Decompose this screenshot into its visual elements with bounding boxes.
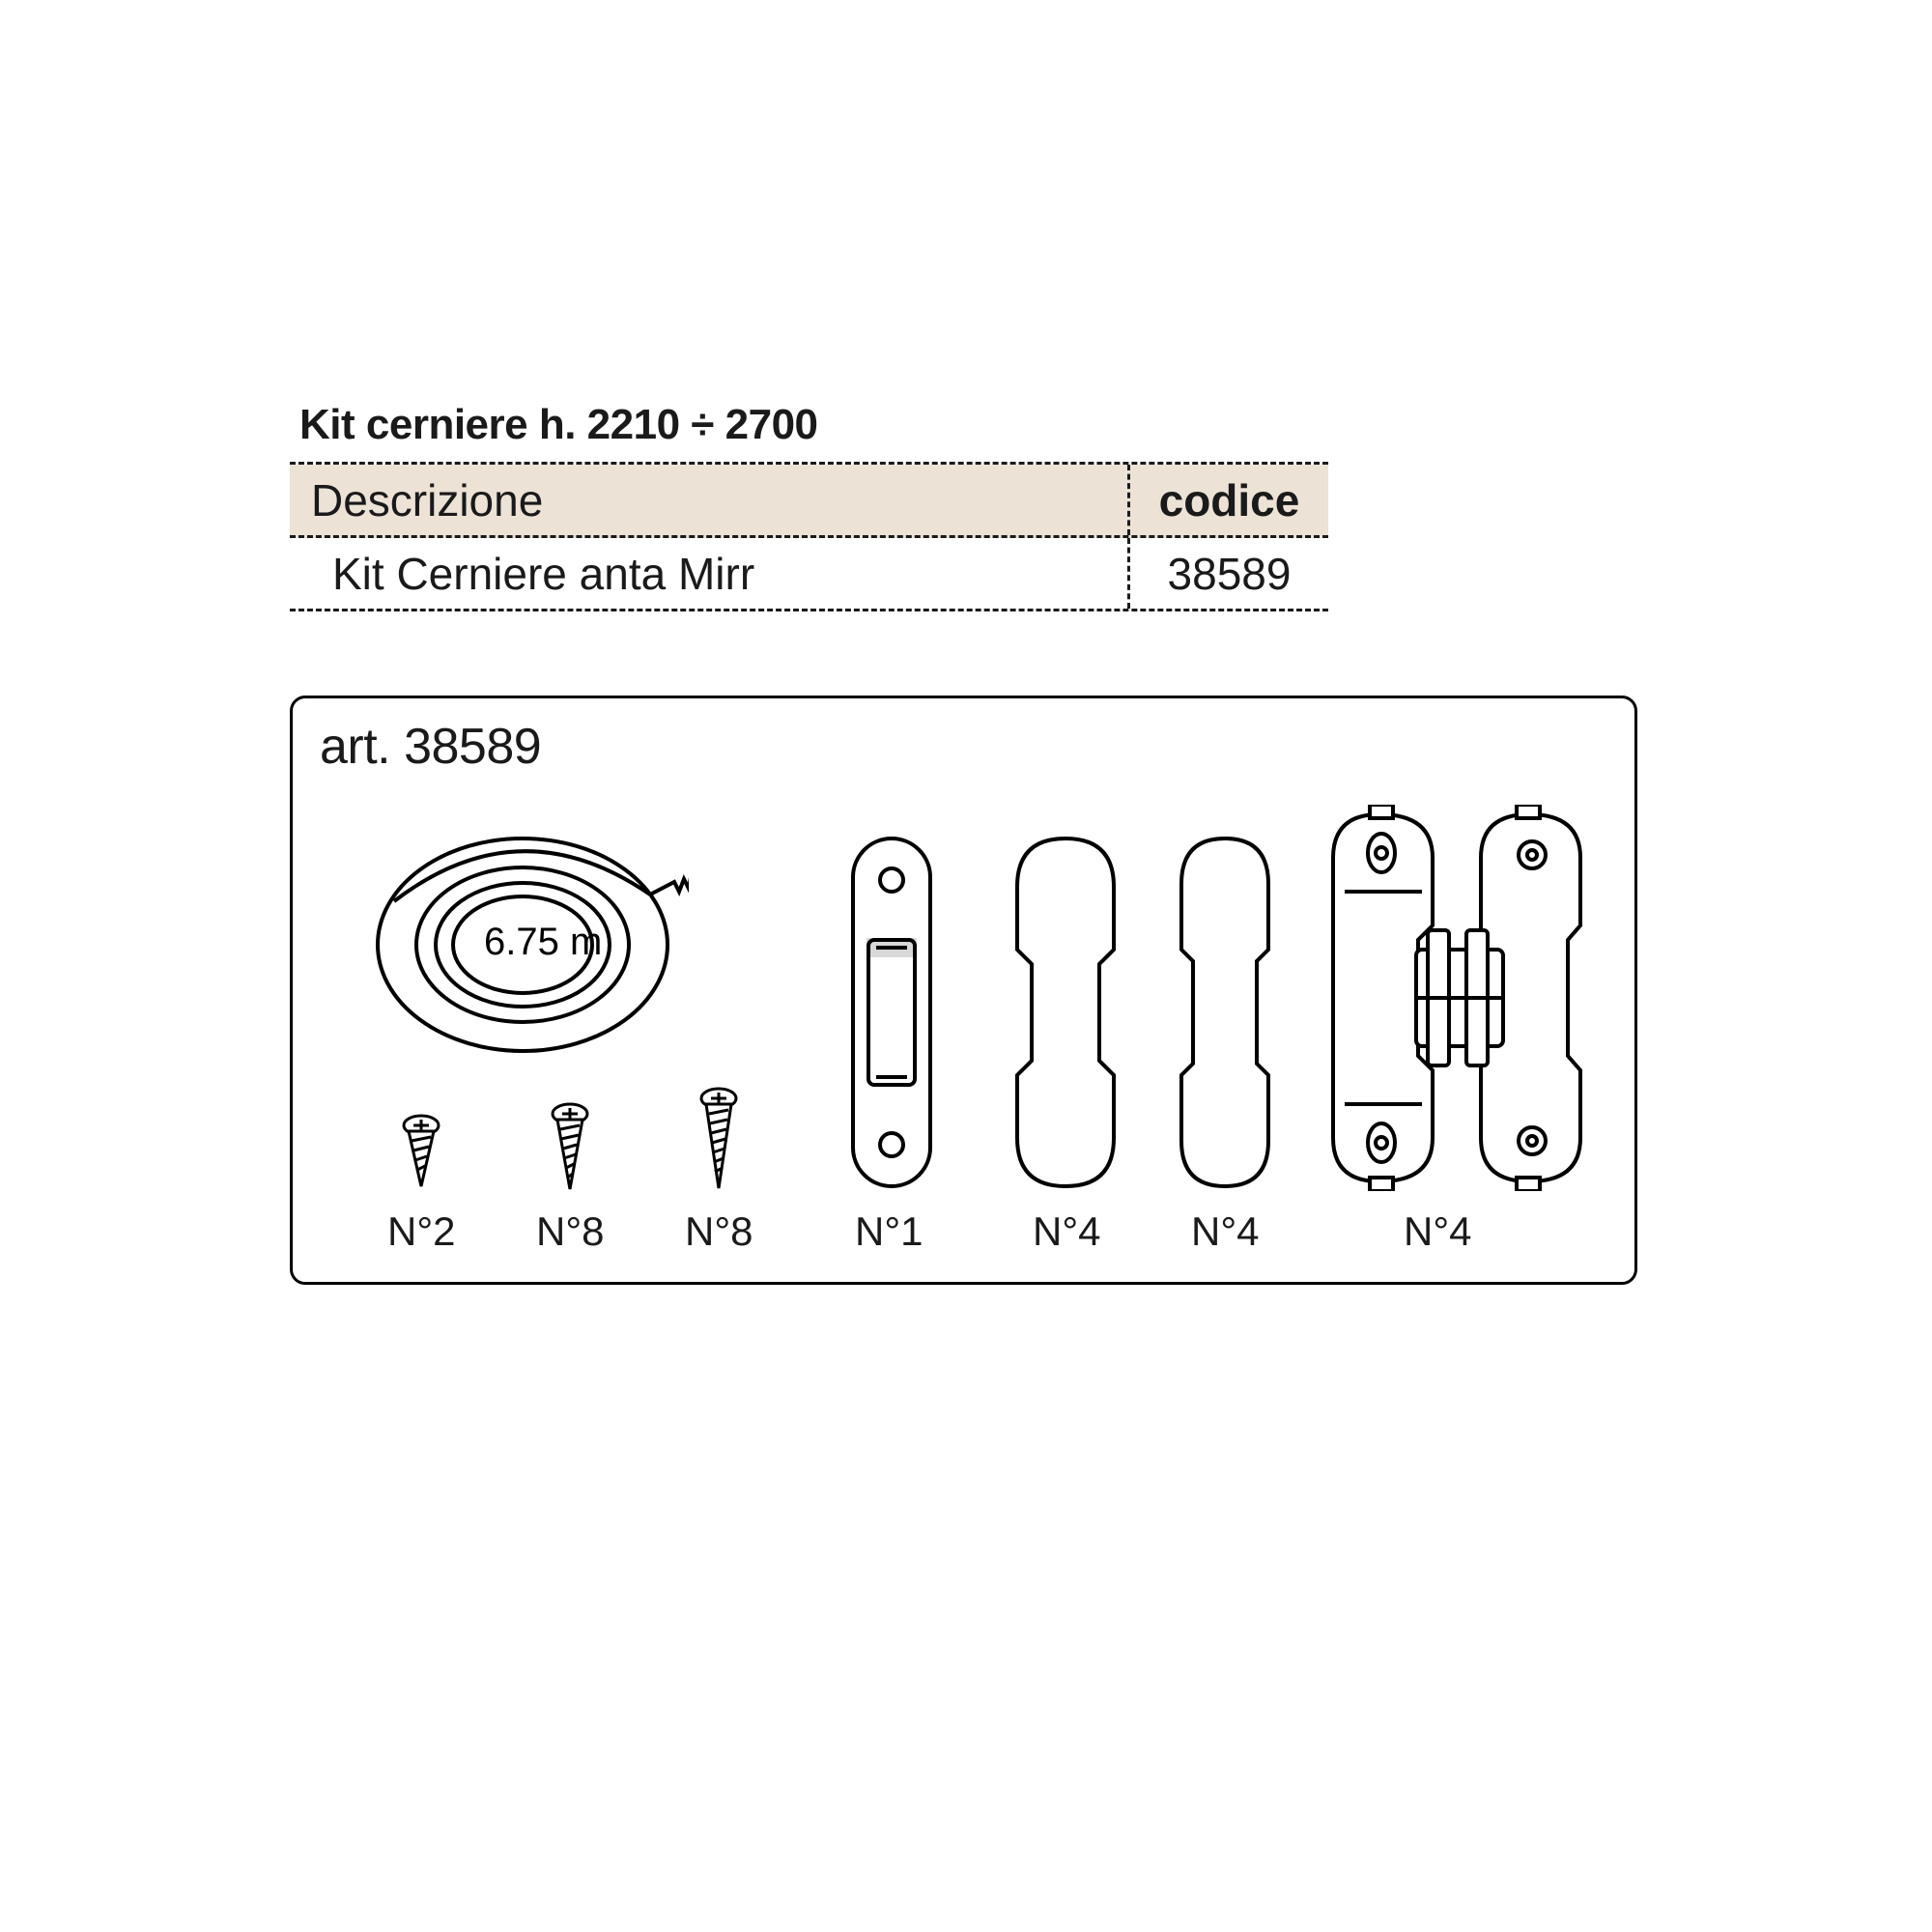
- qty-label: N°4: [1404, 1208, 1472, 1255]
- qty-label: N°4: [1033, 1208, 1101, 1255]
- screw-3-icon: [695, 1087, 743, 1193]
- screw-2-icon: [546, 1102, 594, 1194]
- cover-plate-2-icon: [1172, 834, 1278, 1191]
- cover-plate-1-icon: [1008, 834, 1123, 1191]
- parts-diagram: art. 38589 6.75 m: [290, 696, 1637, 1285]
- screw-1-icon: [397, 1114, 445, 1191]
- strike-plate-icon: [843, 834, 940, 1191]
- table-row: Kit Cerniere anta Mirr 38589: [290, 538, 1328, 611]
- cell-code: 38589: [1130, 538, 1328, 609]
- col-codice: codice: [1130, 465, 1328, 535]
- hinge-icon: [1321, 805, 1592, 1191]
- spec-table: Descrizione codice Kit Cerniere anta Mir…: [290, 462, 1328, 611]
- qty-label: N°2: [387, 1208, 456, 1255]
- col-descrizione: Descrizione: [290, 465, 1130, 535]
- qty-label: N°8: [685, 1208, 753, 1255]
- coil-icon: 6.75 m: [351, 800, 689, 1070]
- article-number: art. 38589: [320, 718, 541, 776]
- coil-length-label: 6.75 m: [484, 921, 602, 963]
- cell-description: Kit Cerniere anta Mirr: [290, 538, 1130, 609]
- page: Kit cerniere h. 2210 ÷ 2700 Descrizione …: [0, 0, 1932, 1932]
- kit-title: Kit cerniere h. 2210 ÷ 2700: [299, 401, 818, 449]
- qty-label: N°8: [536, 1208, 605, 1255]
- qty-label: N°4: [1191, 1208, 1260, 1255]
- table-header-row: Descrizione codice: [290, 465, 1328, 538]
- qty-label: N°1: [855, 1208, 923, 1255]
